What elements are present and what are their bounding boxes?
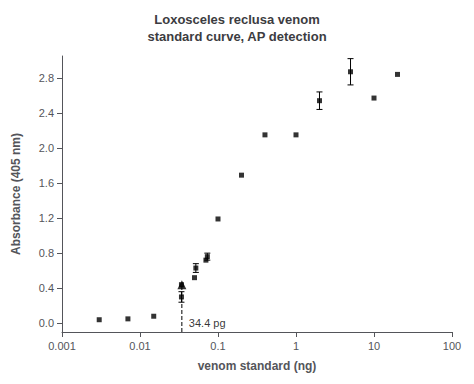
svg-text:2.0: 2.0 [39,142,54,154]
svg-text:1.6: 1.6 [39,177,54,189]
svg-text:0.001: 0.001 [48,340,76,352]
svg-text:0.4: 0.4 [39,282,54,294]
svg-text:2.8: 2.8 [39,72,54,84]
svg-text:10: 10 [368,340,380,352]
svg-text:1.2: 1.2 [39,212,54,224]
svg-text:0.8: 0.8 [39,247,54,259]
svg-text:100: 100 [443,340,461,352]
svg-text:1: 1 [293,340,299,352]
svg-text:0.1: 0.1 [210,340,225,352]
svg-text:34.4 pg: 34.4 pg [189,317,226,329]
svg-text:Loxosceles reclusa venom: Loxosceles reclusa venom [154,12,319,27]
svg-text:standard curve, AP detection: standard curve, AP detection [147,29,326,44]
svg-text:venom standard (ng): venom standard (ng) [198,359,317,373]
svg-text:Absorbance (405 nm): Absorbance (405 nm) [9,133,23,255]
svg-text:2.4: 2.4 [39,107,54,119]
svg-text:0.01: 0.01 [129,340,150,352]
svg-text:0.0: 0.0 [39,317,54,329]
